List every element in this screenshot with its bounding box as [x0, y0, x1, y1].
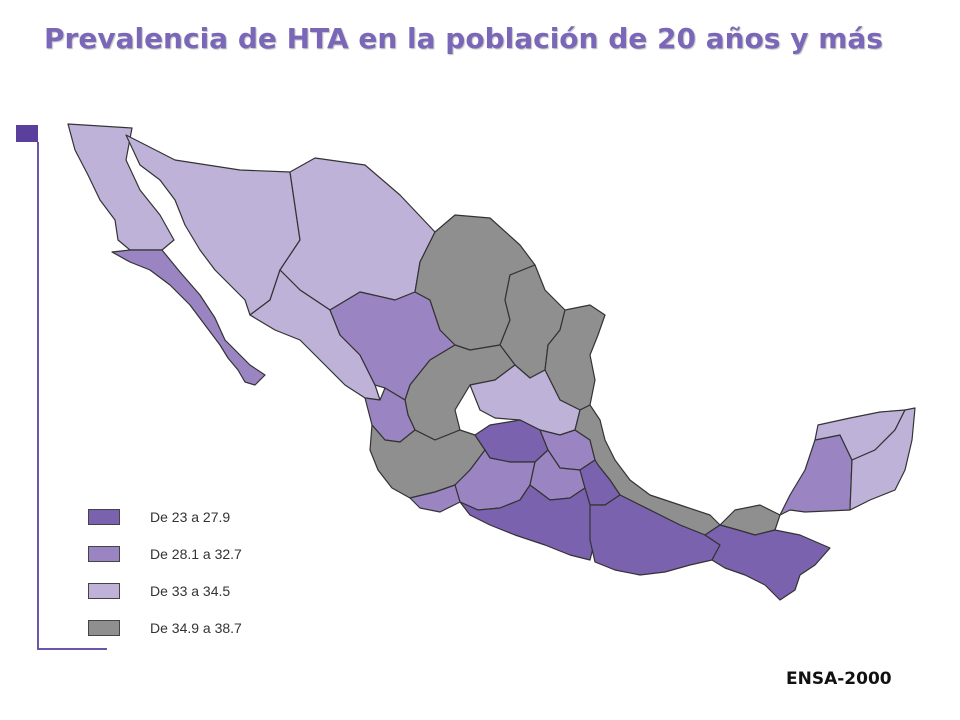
legend-label-2: De 28.1 a 32.7 — [150, 545, 242, 562]
region-chiapas — [704, 524, 831, 601]
region-baja-california — [67, 123, 175, 251]
page-title: Prevalencia de HTA en la población de 20… — [44, 22, 883, 55]
source-label: ENSA-2000 — [786, 669, 892, 689]
legend-swatch-4 — [88, 619, 120, 636]
legend-item: De 28.1 a 32.7 — [88, 535, 308, 572]
frame-line-vertical — [37, 142, 39, 650]
region-campeche — [779, 434, 853, 516]
legend-label-1: De 23 a 27.9 — [150, 508, 231, 525]
legend-swatch-2 — [88, 545, 120, 562]
legend-item: De 34.9 a 38.7 — [88, 609, 308, 646]
accent-square — [16, 125, 38, 142]
region-sonora — [125, 134, 301, 316]
region-quintana-roo — [849, 407, 916, 511]
map-legend: De 23 a 27.9 De 28.1 a 32.7 De 33 a 34.5… — [88, 498, 308, 646]
legend-item: De 33 a 34.5 — [88, 572, 308, 609]
frame-line-horizontal — [37, 648, 107, 650]
legend-label-3: De 33 a 34.5 — [150, 582, 231, 599]
legend-swatch-3 — [88, 582, 120, 599]
legend-swatch-1 — [88, 508, 120, 525]
legend-label-4: De 34.9 a 38.7 — [150, 619, 242, 636]
region-chihuahua — [279, 157, 436, 311]
region-baja-california-sur — [111, 249, 266, 386]
legend-item: De 23 a 27.9 — [88, 498, 308, 535]
